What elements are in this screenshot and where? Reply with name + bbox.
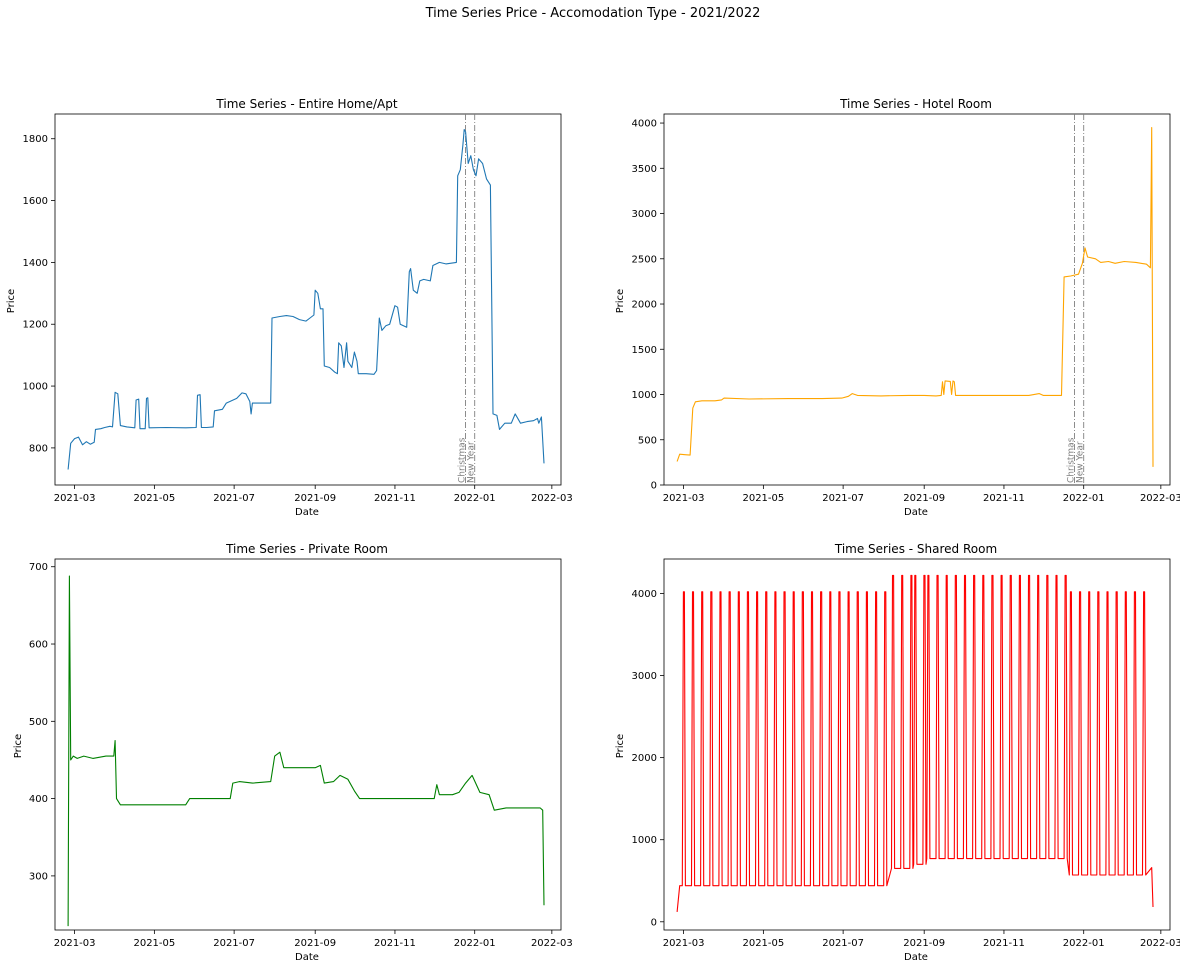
x-tick-label: 2022-01 bbox=[454, 493, 496, 504]
x-tick-label: 2022-03 bbox=[531, 938, 573, 949]
plot-frame bbox=[54, 558, 562, 931]
x-tick-label: 2022-03 bbox=[531, 493, 573, 504]
panel-entire-home: Time Series - Entire Home/Apt Date Price… bbox=[6, 97, 573, 518]
x-axis-label: Date bbox=[904, 507, 928, 518]
x-tick-label: 2022-01 bbox=[1063, 493, 1105, 504]
x-tick-label: 2021-03 bbox=[54, 493, 96, 504]
x-tick-label: 2021-05 bbox=[742, 493, 784, 504]
y-tick-label: 1000 bbox=[632, 835, 657, 846]
y-tick-label: 500 bbox=[29, 717, 48, 728]
x-tick-label: 2021-07 bbox=[822, 938, 864, 949]
x-tick-label: 2021-09 bbox=[903, 938, 945, 949]
panel-shared-room: Time Series - Shared Room Date Price 202… bbox=[615, 542, 1180, 963]
x-tick-label: 2021-05 bbox=[133, 493, 175, 504]
event-label: New Year bbox=[1076, 441, 1086, 483]
x-tick-label: 2021-05 bbox=[742, 938, 784, 949]
x-tick-label: 2021-11 bbox=[374, 493, 416, 504]
event-label: Christmas bbox=[458, 437, 468, 483]
x-axis-label: Date bbox=[904, 952, 928, 963]
y-tick-label: 1800 bbox=[23, 134, 48, 145]
series-line bbox=[67, 575, 545, 927]
y-tick-label: 1000 bbox=[23, 382, 48, 393]
y-tick-label: 2000 bbox=[632, 753, 657, 764]
x-tick-label: 2021-03 bbox=[54, 938, 96, 949]
x-tick-label: 2021-09 bbox=[294, 938, 336, 949]
x-axis-label: Date bbox=[295, 507, 319, 518]
y-tick-label: 3000 bbox=[632, 209, 657, 220]
y-tick-label: 3500 bbox=[632, 164, 657, 175]
y-tick-label: 800 bbox=[29, 443, 48, 454]
x-tick-label: 2022-03 bbox=[1140, 938, 1180, 949]
event-label: Christmas bbox=[1067, 437, 1077, 483]
x-tick-label: 2022-01 bbox=[454, 938, 496, 949]
panel-title: Time Series - Hotel Room bbox=[839, 97, 992, 111]
x-tick-label: 2021-09 bbox=[903, 493, 945, 504]
panel-title: Time Series - Private Room bbox=[225, 542, 388, 556]
x-tick-label: 2021-03 bbox=[663, 938, 705, 949]
x-tick-label: 2021-03 bbox=[663, 493, 705, 504]
y-axis-label: Price bbox=[13, 734, 24, 758]
y-tick-label: 2000 bbox=[632, 300, 657, 311]
y-axis-label: Price bbox=[615, 734, 626, 758]
x-tick-label: 2021-07 bbox=[822, 493, 864, 504]
y-tick-label: 1600 bbox=[23, 196, 48, 207]
x-tick-label: 2021-05 bbox=[133, 938, 175, 949]
panel-private-room: Time Series - Private Room Date Price 20… bbox=[13, 542, 573, 963]
plot-frame bbox=[663, 558, 1171, 931]
series-line bbox=[676, 574, 1154, 912]
y-tick-label: 0 bbox=[651, 917, 657, 928]
x-tick-label: 2021-11 bbox=[983, 493, 1025, 504]
plot-frame bbox=[663, 113, 1171, 486]
figure-title: Time Series Price - Accomodation Type - … bbox=[425, 6, 761, 21]
x-tick-label: 2021-07 bbox=[213, 938, 255, 949]
x-tick-label: 2021-09 bbox=[294, 493, 336, 504]
y-tick-label: 300 bbox=[29, 871, 48, 882]
y-tick-label: 500 bbox=[638, 435, 657, 446]
x-axis-label: Date bbox=[295, 952, 319, 963]
series-line bbox=[67, 128, 545, 470]
y-tick-label: 1500 bbox=[632, 345, 657, 356]
panel-title: Time Series - Shared Room bbox=[834, 542, 997, 556]
y-tick-label: 2500 bbox=[632, 254, 657, 265]
y-tick-label: 1400 bbox=[23, 258, 48, 269]
y-tick-label: 4000 bbox=[632, 589, 657, 600]
y-tick-label: 3000 bbox=[632, 671, 657, 682]
y-axis-label: Price bbox=[6, 289, 17, 313]
x-tick-label: 2021-11 bbox=[374, 938, 416, 949]
panel-hotel-room: Time Series - Hotel Room Date Price 2021… bbox=[615, 97, 1180, 518]
y-tick-label: 700 bbox=[29, 562, 48, 573]
x-tick-label: 2022-01 bbox=[1063, 938, 1105, 949]
y-tick-label: 4000 bbox=[632, 119, 657, 130]
y-axis-label: Price bbox=[615, 289, 626, 313]
panel-title: Time Series - Entire Home/Apt bbox=[215, 97, 397, 111]
series-line bbox=[676, 127, 1154, 467]
x-tick-label: 2021-11 bbox=[983, 938, 1025, 949]
x-tick-label: 2021-07 bbox=[213, 493, 255, 504]
y-tick-label: 600 bbox=[29, 640, 48, 651]
plot-frame bbox=[54, 113, 562, 486]
y-tick-label: 1000 bbox=[632, 390, 657, 401]
event-label: New Year bbox=[467, 441, 477, 483]
x-tick-label: 2022-03 bbox=[1140, 493, 1180, 504]
y-tick-label: 0 bbox=[651, 481, 657, 492]
y-tick-label: 1200 bbox=[23, 320, 48, 331]
y-tick-label: 400 bbox=[29, 794, 48, 805]
